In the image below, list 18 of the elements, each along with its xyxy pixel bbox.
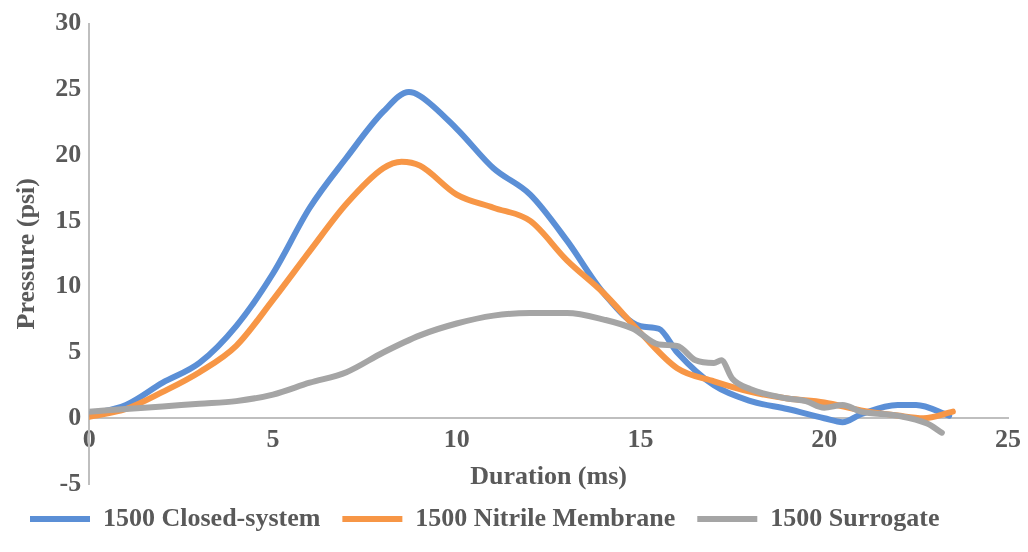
legend-label: 1500 Surrogate bbox=[770, 502, 940, 532]
y-tick-label: 5 bbox=[68, 336, 82, 366]
x-tick-label: 5 bbox=[266, 423, 280, 453]
legend-label: 1500 Nitrile Membrane bbox=[415, 502, 676, 532]
x-tick-label: 15 bbox=[627, 423, 654, 453]
y-tick-label: 10 bbox=[55, 270, 82, 300]
x-tick-label: 20 bbox=[811, 423, 838, 453]
y-tick-label: 30 bbox=[55, 7, 82, 37]
y-tick-label: 25 bbox=[55, 73, 82, 103]
y-tick-label: 15 bbox=[55, 204, 82, 234]
x-axis-title: Duration (ms) bbox=[470, 460, 627, 490]
y-axis-title: Pressure (psi) bbox=[11, 178, 41, 330]
y-tick-label: -5 bbox=[59, 467, 82, 497]
y-tick-label: 0 bbox=[68, 401, 82, 431]
y-tick-label: 20 bbox=[55, 138, 82, 168]
legend-label: 1500 Closed-system bbox=[103, 502, 321, 532]
x-tick-label: 25 bbox=[995, 423, 1021, 453]
x-tick-label: 10 bbox=[443, 423, 470, 453]
